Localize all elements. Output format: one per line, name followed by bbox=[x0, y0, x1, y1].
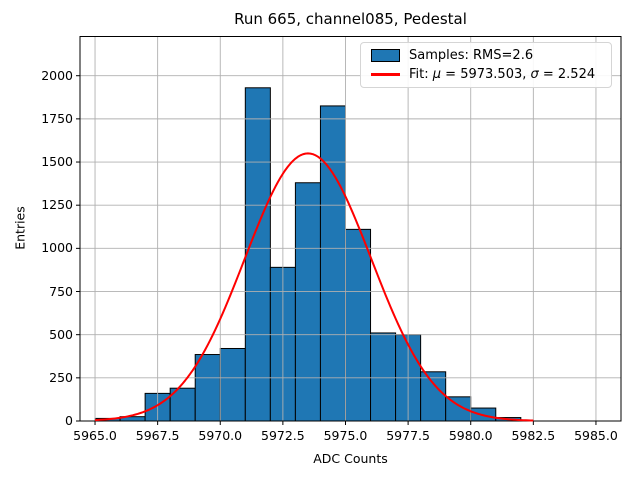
histogram-bar bbox=[244, 87, 271, 422]
y-tick-label: 1000 bbox=[41, 240, 73, 256]
x-tick-label: 5982.5 bbox=[511, 428, 556, 443]
y-tick-label: 1250 bbox=[41, 197, 73, 213]
y-tick-label: 250 bbox=[49, 369, 73, 385]
chart-title: Run 665, channel085, Pedestal bbox=[234, 10, 467, 28]
y-tick-label: 750 bbox=[49, 283, 73, 299]
fit-line-swatch-icon bbox=[371, 73, 400, 76]
legend-fit-label: Fit: μ = 5973.503, σ = 2.524 bbox=[409, 67, 596, 82]
histogram-bar bbox=[319, 105, 346, 422]
x-tick-label: 5965.0 bbox=[73, 428, 117, 443]
x-tick-label: 5975.0 bbox=[323, 428, 368, 443]
y-tick-label: 500 bbox=[49, 326, 73, 342]
histogram-bar bbox=[294, 182, 321, 422]
legend-entry-fit: Fit: μ = 5973.503, σ = 2.524 bbox=[361, 67, 611, 82]
x-tick-label: 5972.5 bbox=[261, 428, 305, 443]
legend: Samples: RMS=2.6 Fit: μ = 5973.503, σ = … bbox=[360, 42, 612, 88]
gaussian-fit-curve bbox=[94, 152, 534, 422]
x-axis-label: ADC Counts bbox=[313, 451, 388, 466]
plot-area bbox=[76, 36, 622, 425]
histogram-swatch-icon bbox=[371, 49, 400, 62]
x-tick-label: 5977.5 bbox=[386, 428, 430, 443]
x-tick-label: 5967.5 bbox=[135, 428, 180, 443]
x-tick-label: 5985.0 bbox=[574, 428, 618, 443]
legend-samples-label: Samples: RMS=2.6 bbox=[409, 48, 534, 63]
x-tick-label: 5970.0 bbox=[198, 428, 243, 443]
y-tick-label: 0 bbox=[65, 413, 73, 428]
histogram-bar bbox=[194, 354, 221, 422]
y-tick-label: 2000 bbox=[41, 67, 73, 83]
histogram-bar bbox=[344, 228, 372, 422]
legend-entry-samples: Samples: RMS=2.6 bbox=[361, 48, 611, 63]
histogram-bar bbox=[219, 347, 246, 422]
x-tick-label: 5980.0 bbox=[448, 428, 493, 443]
histogram-bar bbox=[370, 332, 397, 422]
histogram-bar bbox=[420, 371, 447, 422]
y-tick-label: 1750 bbox=[41, 110, 73, 126]
y-tick-label: 1500 bbox=[41, 154, 73, 170]
